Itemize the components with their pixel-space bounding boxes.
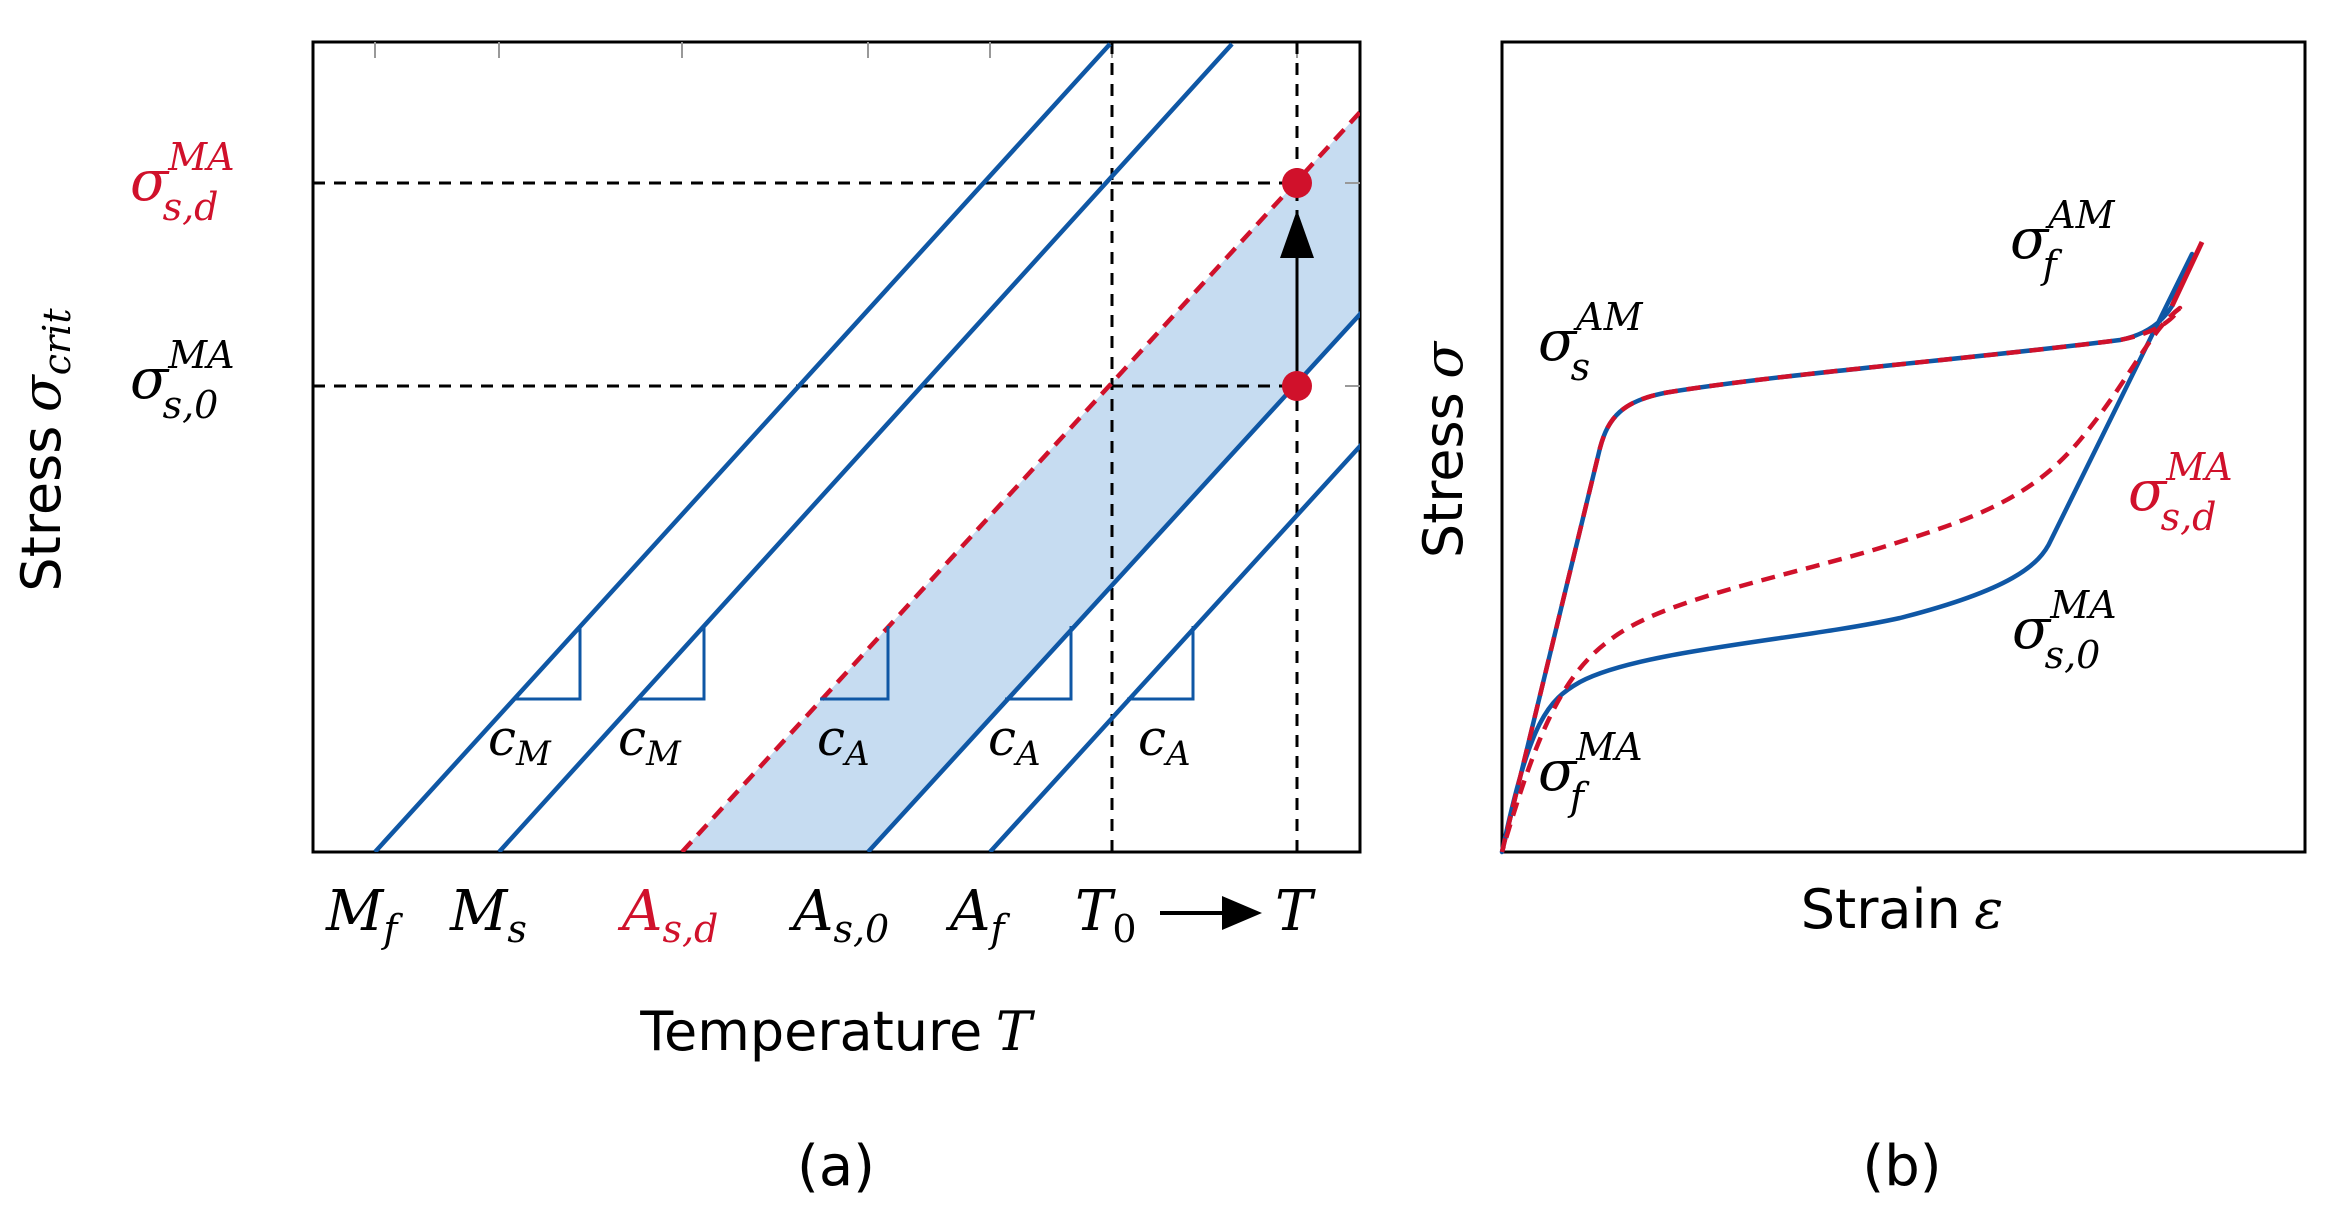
xtick-Af: Af	[945, 879, 1010, 951]
label-sigma-sd-MA: σMA s,d	[2128, 445, 2233, 539]
ytick-sigma-sd: σMA s,d	[130, 135, 235, 229]
slope-label-1: cM	[488, 709, 552, 774]
red-curve-tip	[2169, 240, 2205, 308]
ytick-sigma-s0: σMA s,0	[130, 333, 235, 427]
slope-label-2: cM	[618, 709, 682, 774]
slope-label-5: cA	[1138, 709, 1191, 774]
line-Mf	[373, 42, 1112, 852]
label-sigma-s-AM: σAM s	[1538, 295, 1644, 389]
caption-a: (a)	[797, 1134, 875, 1199]
panel-b: σAM s σAM f σMA s,d σMA s,0 σMA f Strain ε St…	[1412, 40, 2307, 1199]
label-sigma-s0-MA: σMA s,0	[2012, 583, 2117, 677]
slope-triangle-2	[638, 626, 706, 701]
marker-sigma-sd	[1282, 168, 1312, 198]
ylabel-a: Stress σcrit	[10, 308, 79, 592]
slope-triangle-4	[1005, 626, 1073, 701]
slope-label-4: cA	[988, 709, 1041, 774]
slope-label-3: cA	[817, 709, 870, 774]
xtick-Mf: Mf	[325, 879, 403, 951]
label-sigma-f-MA: σMA f	[1538, 725, 1642, 819]
xtick-Asd: As,d	[617, 879, 718, 951]
label-sigma-f-AM: σAM f	[2010, 193, 2116, 287]
xtick-T0: T0	[1075, 879, 1137, 951]
transformation-band-fill	[682, 112, 1360, 852]
slope-triangle-1	[514, 626, 582, 701]
xlabel-b: Strain ε	[1801, 878, 2003, 941]
ylabel-b: Stress σ	[1412, 340, 1475, 558]
xlabel-a: Temperature T	[639, 1000, 1036, 1063]
xtick-Ms: Ms	[449, 879, 527, 951]
slope-triangles	[514, 626, 1195, 701]
t-shift-arrow-head	[1222, 896, 1262, 930]
panel-a: cM cM cA cA cA σMA s,d σMA s,0 Mf Ms As,d …	[10, 40, 1362, 1199]
line-Asd	[680, 108, 1360, 852]
arrow-head-up	[1280, 210, 1314, 258]
slope-triangle-3	[820, 626, 890, 701]
stress-strain-curve-red	[1499, 305, 2183, 853]
line-Ms	[497, 42, 1234, 852]
line-As0	[866, 310, 1360, 852]
marker-sigma-s0	[1282, 371, 1312, 401]
xtick-As0: As,0	[788, 879, 889, 951]
line-Af	[988, 442, 1360, 852]
caption-b: (b)	[1862, 1134, 1941, 1199]
xtick-T: T	[1275, 879, 1316, 944]
slope-triangle-5	[1127, 626, 1195, 701]
axes-frame-b	[1500, 40, 2307, 854]
